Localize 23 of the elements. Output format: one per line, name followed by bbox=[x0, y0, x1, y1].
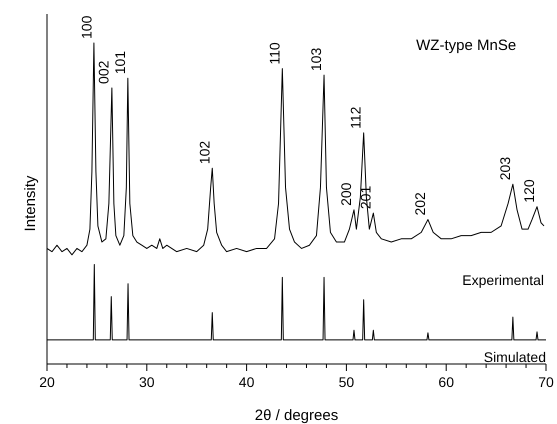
x-tick-label: 20 bbox=[39, 374, 55, 390]
x-tick-label: 30 bbox=[139, 374, 155, 390]
annotation: 101 bbox=[112, 50, 128, 74]
annotation: 103 bbox=[308, 48, 324, 72]
annotation: 200 bbox=[338, 182, 354, 206]
x-tick-label: 50 bbox=[338, 374, 354, 390]
x-tick-label: 60 bbox=[438, 374, 454, 390]
annotation: 100 bbox=[78, 15, 94, 39]
annotation: 110 bbox=[266, 42, 282, 65]
annotation: 203 bbox=[496, 156, 513, 180]
y-axis-title: Intensity bbox=[22, 175, 39, 232]
annotation: 201 bbox=[357, 186, 374, 210]
annotation: 102 bbox=[196, 140, 212, 164]
text: Experimental bbox=[462, 272, 544, 288]
annotation: 120 bbox=[521, 179, 538, 203]
series-label: Simulated bbox=[484, 348, 546, 365]
x-tick-label: 40 bbox=[238, 374, 255, 390]
annotation: 002 bbox=[95, 60, 112, 84]
chart-title: WZ-type MnSe bbox=[416, 37, 516, 54]
x-axis-title: 2θ / degrees bbox=[254, 407, 338, 424]
x-tick-label: 70 bbox=[538, 374, 554, 390]
annotation: 112 bbox=[348, 106, 364, 129]
annotation: 202 bbox=[412, 192, 428, 216]
